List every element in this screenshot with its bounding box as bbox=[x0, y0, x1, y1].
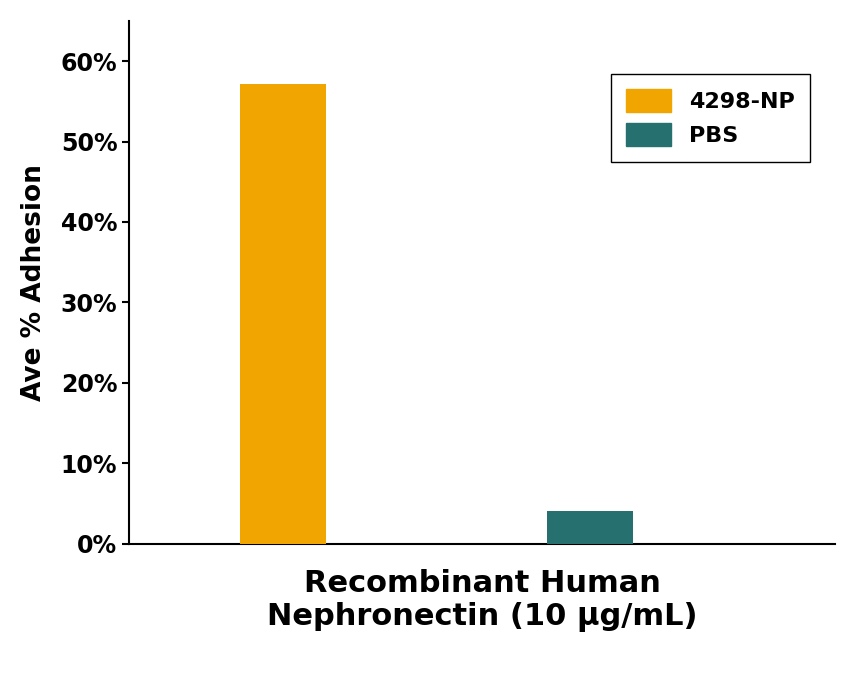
Bar bbox=[239, 84, 325, 544]
Y-axis label: Ave % Adhesion: Ave % Adhesion bbox=[21, 164, 46, 401]
Legend: 4298-NP, PBS: 4298-NP, PBS bbox=[610, 74, 810, 162]
X-axis label: Recombinant Human
Nephronectin (10 μg/mL): Recombinant Human Nephronectin (10 μg/mL… bbox=[267, 569, 697, 632]
Bar bbox=[547, 512, 633, 544]
